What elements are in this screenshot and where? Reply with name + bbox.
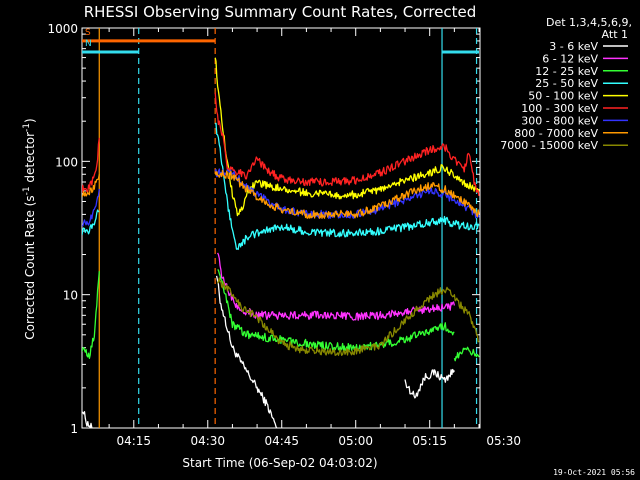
flag-label-1: N bbox=[85, 39, 92, 49]
series-line-100-300kev-seg1 bbox=[214, 92, 480, 197]
legend-label-8: 7000 - 15000 keV bbox=[500, 139, 598, 152]
series-line-3-6kev-seg2 bbox=[404, 368, 455, 399]
series-line-3-6kev-seg1 bbox=[215, 275, 278, 428]
x-tick-label: 04:45 bbox=[264, 434, 299, 448]
series-line-50-100kev-seg0 bbox=[214, 57, 480, 217]
flag-label-0: S bbox=[85, 28, 91, 38]
footer-timestamp: 19-Oct-2021 05:56 bbox=[553, 468, 635, 477]
legend-label-1: 6 - 12 keV bbox=[542, 52, 598, 65]
chart-title: RHESSI Observing Summary Count Rates, Co… bbox=[84, 3, 477, 21]
legend-label-4: 50 - 100 keV bbox=[528, 90, 598, 103]
series-line-3-6kev-seg0 bbox=[82, 411, 93, 428]
y-tick-label: 10 bbox=[63, 289, 78, 303]
x-tick-label: 04:30 bbox=[190, 434, 225, 448]
plot-area: 1 10 100 1000 04:15 04:30 04:45 05:00 05:15 05:30… bbox=[47, 22, 521, 448]
series-line-800-7000kev-seg1 bbox=[214, 169, 480, 219]
series-line-100-300kev-seg0 bbox=[82, 137, 100, 193]
series-line-25-50kev-seg1 bbox=[214, 122, 480, 251]
y-tick-label: 1000 bbox=[47, 22, 78, 36]
legend-label-6: 300 - 800 keV bbox=[521, 114, 598, 127]
y-tick-label: 100 bbox=[55, 155, 78, 169]
legend-label-0: 3 - 6 keV bbox=[549, 40, 598, 53]
series-line-7000-15000kev-seg0 bbox=[217, 277, 480, 357]
data-series-group: SN bbox=[82, 28, 480, 428]
legend-header-line-2: Att 1 bbox=[602, 28, 628, 41]
series-line-12-25kev-seg0 bbox=[82, 271, 100, 359]
series-line-800-7000kev-seg0 bbox=[82, 174, 100, 198]
legend-header-line-1: Det 1,3,4,5,6,9, bbox=[546, 16, 632, 29]
series-line-6-12kev-seg0 bbox=[217, 252, 456, 321]
x-tick-label: 04:15 bbox=[116, 434, 151, 448]
legend-label-5: 100 - 300 keV bbox=[521, 102, 598, 115]
series-line-12-25kev-seg1 bbox=[217, 269, 455, 352]
series-line-25-50kev-seg0 bbox=[82, 209, 100, 236]
y-axis-label: Corrected Count Rate (s-1 detector-1) bbox=[22, 118, 37, 339]
series-line-300-800kev-seg0 bbox=[82, 188, 100, 227]
series-line-12-25kev-seg2 bbox=[453, 346, 480, 362]
legend-label-7: 800 - 7000 keV bbox=[514, 127, 598, 140]
x-tick-label: 05:30 bbox=[486, 434, 521, 448]
legend-label-3: 25 - 50 keV bbox=[535, 77, 598, 90]
plot-frame bbox=[81, 27, 481, 429]
x-axis-label: Start Time (06-Sep-02 04:03:02) bbox=[182, 456, 377, 470]
x-tick-label: 05:00 bbox=[338, 434, 373, 448]
legend-label-2: 12 - 25 keV bbox=[535, 65, 598, 78]
x-tick-label: 05:15 bbox=[412, 434, 447, 448]
y-tick-label: 1 bbox=[70, 422, 78, 436]
